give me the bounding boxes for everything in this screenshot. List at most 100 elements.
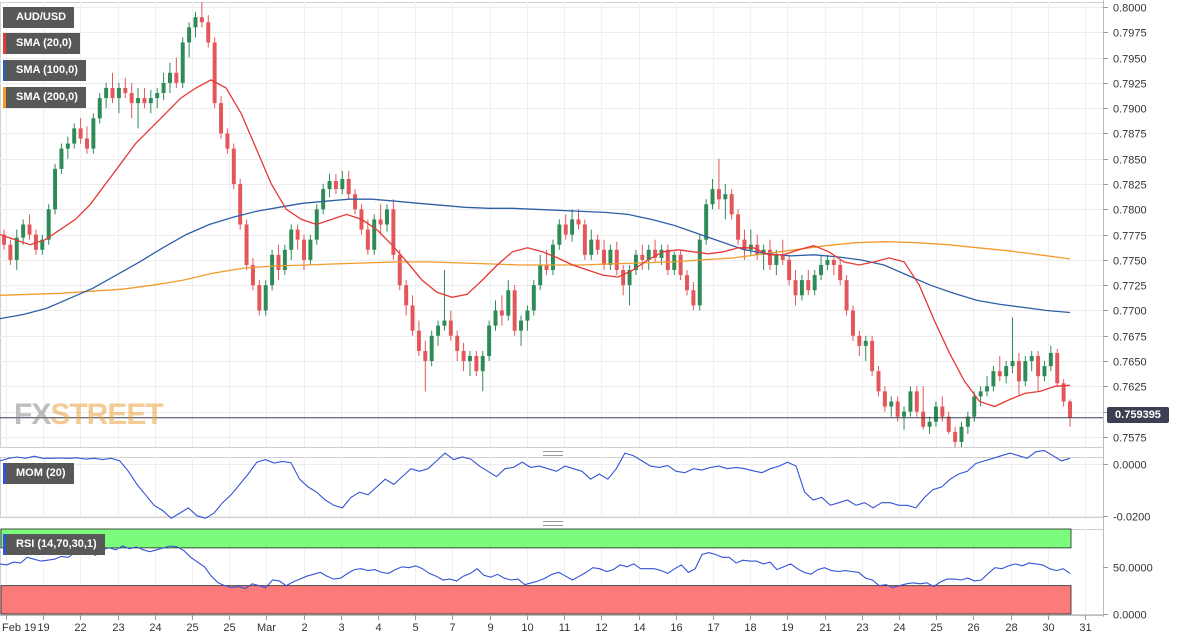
candle-body [927,421,932,427]
time-tick-label: 7 [449,622,455,634]
candle-body [991,371,996,387]
candle-body [410,305,415,331]
candle-body [155,93,160,99]
candle-body [487,325,492,356]
time-tick-label: 19 [37,622,49,634]
time-tick-label: 9 [487,622,493,634]
panel-frame-1 [0,2,1104,448]
time-tick-label: 19 [781,622,793,634]
candle-body [21,224,26,238]
price-tick-label: 0.7800 [1113,205,1147,217]
candle-body [8,244,13,260]
candle-body [621,270,626,286]
candle-body [244,224,249,265]
candle-body [327,181,332,190]
price-tick-label: 0.7975 [1113,28,1147,40]
time-tick-label: 23 [856,622,868,634]
candle-body [895,401,900,417]
candle-body [908,391,913,412]
candle-body [589,239,594,255]
candle-body [933,406,938,422]
price-tick-label: 0.7950 [1113,54,1147,66]
time-tick-label: 23 [112,622,124,634]
candle-body [340,178,345,190]
candle-body [1029,355,1034,362]
candle-body [1068,401,1072,418]
candle-body [346,178,351,195]
time-tick-label: Mar [257,622,276,634]
candle-body [531,285,536,311]
time-tick-label: 24 [893,622,905,634]
time-tick-label: 25 [223,622,235,634]
candle-body [582,224,587,255]
time-tick-label: Feb 19 [2,622,36,634]
candle-body [1016,361,1021,382]
candle-body [270,254,275,286]
candle-body [289,229,294,250]
time-tick-label: 2 [301,622,307,634]
candle-body [442,320,447,326]
candle-body [780,254,785,260]
time-tick-label: 28 [1005,622,1017,634]
candle-body [902,411,907,417]
time-tick-label: 25 [930,622,942,634]
candle-body [231,148,236,185]
price-tick-label: 0.7900 [1113,104,1147,116]
candle-body [404,285,409,306]
candle-body [1004,366,1009,377]
candle-body [257,285,262,311]
candle-body [499,310,504,316]
candle-body [825,259,830,265]
candle-body [333,181,338,190]
candle-body [704,204,709,240]
rsi-overbought-zone [0,528,1072,549]
candle-body [206,22,211,43]
sma100-label: SMA (100,0) [3,60,86,81]
candle-body [250,264,255,286]
candle-body [148,98,153,104]
price-tick-label: 0.7575 [1113,433,1147,445]
time-tick-label: 22 [74,622,86,634]
candle-body [59,148,64,169]
candle-body [997,371,1002,377]
price-tick-label: 0.7750 [1113,256,1147,268]
candle-body [448,320,453,336]
candle-body [78,128,83,139]
candle-body [710,189,715,205]
candle-body [423,350,428,362]
candle-body [46,209,51,240]
candle-body [365,229,370,250]
price-tick-label: 0.7675 [1113,332,1147,344]
candle-body [799,280,804,296]
sma200-line [0,241,1071,296]
candle-body [882,391,887,407]
candle-body [946,416,951,432]
panel-resize-handle-1[interactable] [543,451,563,456]
mom-tick-label: 0.0000 [1113,460,1147,472]
candle-body [506,290,511,316]
candle-body [959,426,964,442]
sma200-label: SMA (200,0) [3,87,86,108]
candle-body [110,87,115,99]
candle-body [85,138,89,149]
fxstreet-watermark: FXSTREET [14,398,164,431]
candle-body [53,168,58,210]
candle-body [819,264,824,276]
price-tick-label: 0.8000 [1113,3,1147,15]
panel-resize-handle-2[interactable] [543,521,563,526]
candle-body [174,72,179,83]
candle-body [385,209,389,225]
time-tick-label: 5 [412,622,418,634]
candle-body [691,290,696,306]
candle-body [576,219,581,225]
candle-body [129,93,134,104]
candle-body [787,259,792,281]
rsi-tick-label: 0.0000 [1113,610,1147,622]
candle-body [965,416,970,427]
price-tick-label: 0.7850 [1113,155,1147,167]
candle-body [302,239,306,260]
candle-body [697,239,702,306]
price-tick-label: 0.7925 [1113,79,1147,91]
candle-body [972,396,977,417]
